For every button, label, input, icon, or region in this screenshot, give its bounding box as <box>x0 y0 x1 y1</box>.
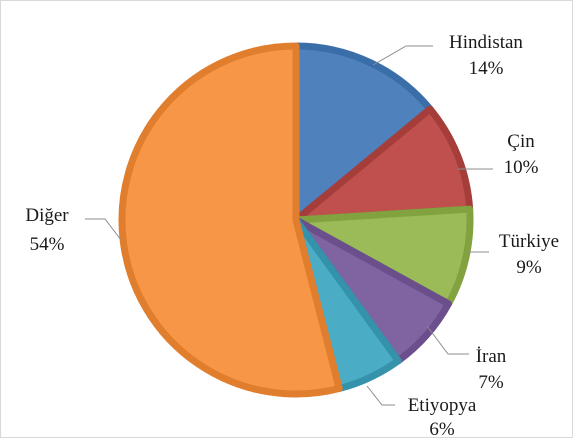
slice-label-name: Çin <box>507 131 535 152</box>
slice-label-percent: 14% <box>469 58 504 79</box>
slice-label-name: Diğer <box>25 205 69 226</box>
leader-line-i̇ran <box>426 325 469 355</box>
leader-line-hindistan <box>372 45 433 66</box>
leader-line-etiyopya <box>366 385 395 406</box>
slice-label-percent: 54% <box>30 234 65 255</box>
pie-slice-diğer <box>118 42 343 398</box>
slice-label-name: Türkiye <box>499 231 559 252</box>
slice-label-name: Etiyopya <box>408 395 477 416</box>
pie-slice-çin <box>292 105 474 224</box>
slice-label-percent: 9% <box>516 257 542 278</box>
pie-slice-hindistan <box>292 42 434 224</box>
slice-label-name: İran <box>476 346 507 367</box>
slice-label-percent: 7% <box>478 372 504 393</box>
slice-label-percent: 6% <box>429 419 455 439</box>
slice-label-name: Hindistan <box>449 32 523 53</box>
leader-line-diğer <box>85 218 122 241</box>
slice-label-percent: 10% <box>504 157 539 178</box>
